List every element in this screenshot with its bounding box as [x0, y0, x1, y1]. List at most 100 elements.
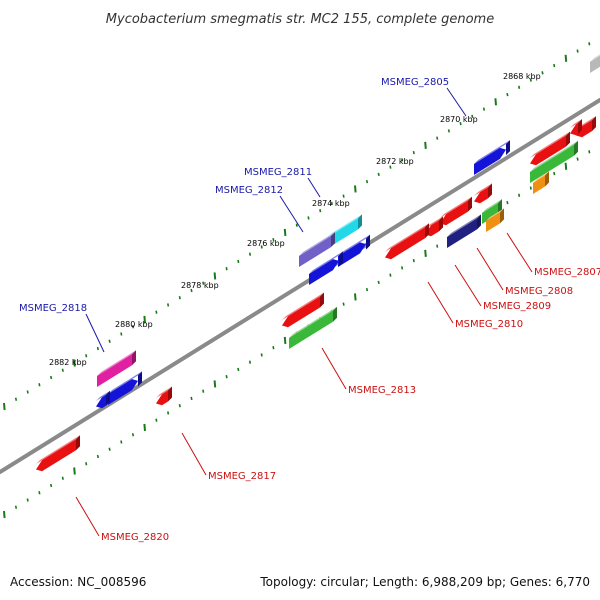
gene-msmeg-2807 [530, 140, 578, 183]
tick-label-2882: 2882 kbp [49, 358, 87, 367]
tick-minor [14, 397, 18, 401]
tick-minor [365, 179, 369, 184]
tick-labels: 2868 kbp 2870 kbp 2872 kbp 2874 kbp 2876… [49, 72, 541, 367]
tick-major [3, 402, 6, 411]
gene-msmeg-2810 [385, 223, 429, 260]
tick-label-2880: 2880 kbp [115, 320, 153, 329]
tick-minor [260, 245, 263, 249]
tick-minor [131, 325, 135, 329]
gene-red-6 [282, 292, 324, 328]
gene-msmeg-2811 [328, 214, 362, 248]
tick-minor [588, 150, 591, 154]
tick-minor [412, 258, 415, 263]
gene-top-face [289, 306, 337, 338]
gene-msmeg-2818 [97, 350, 136, 387]
tick-minor [108, 339, 111, 343]
gene-top-face [530, 131, 570, 158]
gene-front-face [97, 354, 132, 387]
gene-front-face [385, 227, 425, 260]
gene-front-face [530, 135, 566, 166]
gene-top-face [97, 350, 136, 376]
gene-side-face [506, 140, 510, 156]
gene-front-face [309, 259, 339, 285]
tick-minor [436, 244, 439, 248]
tick-minor [85, 354, 88, 358]
gene-front-face [338, 242, 366, 267]
tick-minor [401, 158, 404, 162]
gene-top-face [474, 140, 510, 164]
tick-minor [482, 107, 486, 111]
gene-side-face [76, 435, 80, 451]
gene-side-face [468, 196, 472, 212]
gene-red-4 [474, 183, 492, 204]
tick-major [283, 336, 287, 345]
gene-side-face [333, 306, 337, 322]
tick-minor [178, 296, 181, 300]
gene-front-face [570, 123, 578, 136]
gene-front-face [474, 147, 506, 175]
tick-minor [50, 375, 53, 380]
gene-msmeg-2808 [440, 196, 472, 226]
tick-label-2876: 2876 kbp [247, 239, 285, 248]
tick-minor [377, 280, 380, 285]
tick-minor [553, 171, 556, 176]
tick-minor [225, 267, 228, 271]
leader-msmeg-2809 [454, 264, 482, 307]
tick-minor [307, 216, 310, 220]
gene-grey-edge [590, 54, 600, 73]
leader-msmeg-2820 [75, 496, 100, 537]
tick-minor [260, 353, 263, 357]
tick-minor [518, 85, 521, 90]
tick-minor [61, 368, 64, 372]
genome-summary-text: Topology: circular; Length: 6,988,209 bp… [259, 575, 590, 589]
tick-label-2878: 2878 kbp [181, 281, 219, 290]
gene-front-face [474, 187, 488, 204]
gene-front-face [96, 394, 106, 409]
tick-minor [471, 114, 474, 119]
tick-minor [412, 150, 415, 155]
tick-minor [506, 200, 509, 205]
tick-minor [553, 63, 556, 68]
tick-major [213, 380, 217, 388]
tick-minor [588, 42, 591, 46]
gene-label-msmeg-2809: MSMEG_2809 [483, 301, 551, 312]
tick-major [564, 162, 568, 170]
gene-top-face [282, 292, 324, 320]
label-leaders [75, 87, 533, 537]
leader-msmeg-2810 [427, 281, 454, 324]
tick-label-2874: 2874 kbp [312, 199, 350, 208]
leader-msmeg-2812 [279, 195, 304, 233]
tick-minor [295, 223, 298, 227]
tick-minor [506, 92, 509, 97]
gene-front-face [486, 212, 500, 232]
tick-minor [248, 360, 252, 364]
gene-side-face [500, 208, 504, 224]
tick-minor [319, 209, 322, 213]
tick-minor [342, 194, 345, 198]
tick-major [494, 98, 497, 106]
gene-red-1 [530, 131, 570, 166]
gene-side-face [566, 131, 570, 147]
gene-side-face [132, 350, 136, 366]
gene-top-face [36, 435, 80, 464]
gene-side-face [488, 183, 492, 199]
tick-rows [3, 42, 591, 519]
gene-top-face [299, 232, 335, 256]
tick-minor [202, 281, 205, 285]
gene-label-msmeg-2811: MSMEG_2811 [244, 167, 312, 178]
gene-top-face [108, 371, 142, 394]
tick-major [564, 54, 568, 62]
gene-top-face [425, 216, 443, 229]
tick-minor [96, 346, 99, 351]
gene-front-face [576, 120, 592, 138]
gene-blue-5 [96, 390, 110, 409]
gene-side-face [425, 223, 429, 239]
forward-gene-labels: MSMEG_2805 MSMEG_2811 MSMEG_2812 MSMEG_2… [19, 77, 449, 314]
tick-minor [202, 389, 205, 393]
tick-minor [155, 418, 158, 422]
tick-major [354, 185, 357, 193]
tick-minor [225, 375, 228, 379]
tick-minor [377, 172, 380, 177]
gene-top-face [309, 251, 343, 274]
tick-minor [518, 193, 521, 198]
